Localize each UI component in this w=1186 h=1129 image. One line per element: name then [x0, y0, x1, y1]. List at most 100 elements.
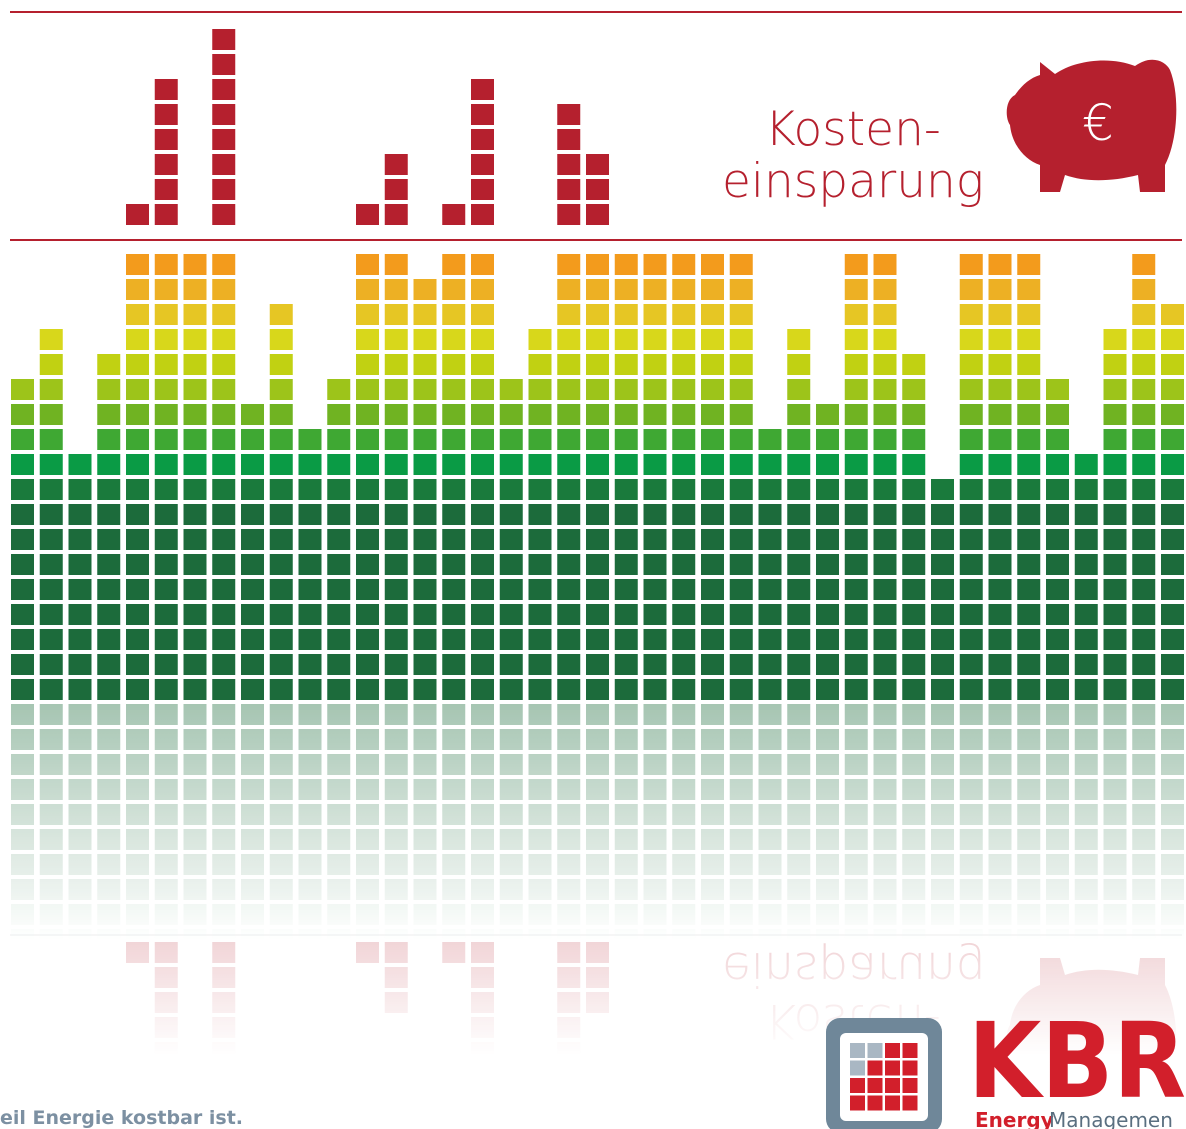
block — [1074, 629, 1098, 650]
block — [183, 529, 207, 550]
equalizer-column-reflection — [183, 704, 207, 1125]
block — [643, 279, 667, 300]
block — [701, 679, 724, 700]
block-reflection — [212, 779, 236, 800]
block — [844, 279, 868, 300]
block-reflection — [787, 904, 811, 925]
block — [1103, 529, 1127, 550]
block-reflection — [327, 954, 351, 975]
block — [1017, 454, 1041, 475]
block — [413, 479, 437, 500]
block — [68, 454, 92, 475]
block — [327, 379, 351, 400]
block-reflection — [97, 704, 121, 725]
block-reflection — [1046, 729, 1069, 750]
block-reflection — [126, 804, 149, 825]
block — [844, 379, 868, 400]
block — [11, 529, 34, 550]
block — [701, 529, 724, 550]
block-reflection — [442, 754, 466, 775]
block-reflection — [241, 804, 264, 825]
block — [442, 504, 466, 525]
equalizer-column — [1017, 254, 1041, 700]
block-reflection — [701, 779, 724, 800]
block-reflection — [959, 879, 983, 900]
block — [902, 529, 926, 550]
red-block-reflection — [154, 992, 178, 1013]
block-reflection — [988, 704, 1012, 725]
block — [672, 304, 696, 325]
block — [988, 604, 1012, 625]
block-reflection — [672, 929, 696, 950]
block-reflection — [902, 879, 926, 900]
red-block — [471, 129, 494, 150]
block — [1017, 654, 1041, 675]
block-reflection — [183, 729, 207, 750]
block-reflection — [873, 904, 897, 925]
equalizer-column — [126, 254, 149, 700]
block-reflection — [241, 904, 264, 925]
red-block — [212, 29, 236, 50]
block-reflection — [471, 904, 494, 925]
block-reflection — [327, 1004, 351, 1025]
block — [384, 679, 408, 700]
red-block-reflection — [154, 1067, 178, 1088]
block — [1103, 404, 1127, 425]
red-block-reflection — [586, 967, 609, 988]
block — [327, 529, 351, 550]
block-reflection — [643, 879, 667, 900]
block-reflection — [1046, 854, 1069, 875]
block — [873, 354, 897, 375]
equalizer-column-reflection — [1074, 704, 1098, 950]
block — [471, 679, 494, 700]
block-reflection — [39, 1004, 63, 1025]
block-reflection — [614, 779, 638, 800]
block — [643, 504, 667, 525]
block-reflection — [701, 1104, 724, 1125]
block — [873, 654, 897, 675]
block — [1074, 529, 1098, 550]
block-reflection — [557, 879, 581, 900]
block — [442, 254, 466, 275]
block — [701, 304, 724, 325]
block — [471, 554, 494, 575]
block-reflection — [931, 904, 954, 925]
block — [816, 579, 839, 600]
block — [154, 629, 178, 650]
block-reflection — [241, 704, 264, 725]
block-reflection — [413, 729, 437, 750]
block — [126, 529, 149, 550]
block — [586, 629, 609, 650]
block — [816, 454, 839, 475]
block-reflection — [902, 704, 926, 725]
block — [154, 529, 178, 550]
block — [528, 529, 552, 550]
block — [701, 479, 724, 500]
block-reflection — [729, 804, 753, 825]
block-reflection — [1132, 804, 1156, 825]
block-reflection — [499, 879, 523, 900]
block-reflection — [873, 854, 897, 875]
block — [356, 279, 379, 300]
block-reflection — [68, 904, 92, 925]
block-reflection — [1132, 704, 1156, 725]
block-reflection — [183, 954, 207, 975]
block — [614, 354, 638, 375]
block-reflection — [499, 954, 523, 975]
block-reflection — [499, 829, 523, 850]
block — [97, 529, 121, 550]
block — [298, 529, 322, 550]
red-block — [126, 204, 149, 225]
equalizer-column — [729, 254, 753, 700]
block-reflection — [269, 1079, 293, 1100]
block — [787, 629, 811, 650]
block-reflection — [97, 904, 121, 925]
block-reflection — [1103, 904, 1127, 925]
block-reflection — [269, 879, 293, 900]
block — [873, 254, 897, 275]
block-reflection — [1103, 954, 1127, 975]
block — [212, 554, 236, 575]
block — [1074, 504, 1098, 525]
block — [1132, 354, 1156, 375]
